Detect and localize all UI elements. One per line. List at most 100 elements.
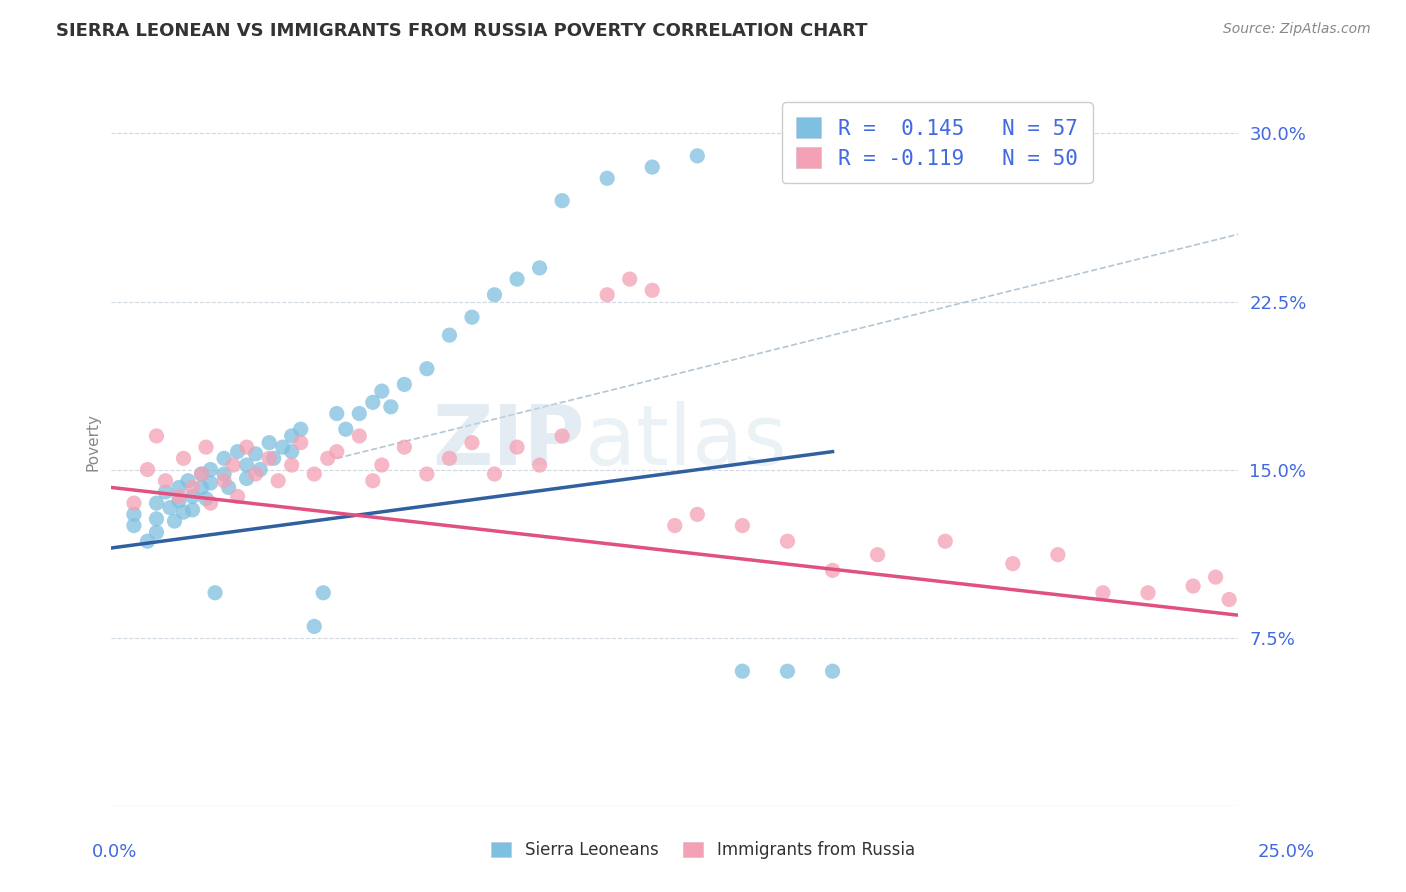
Point bbox=[235, 471, 257, 485]
Point bbox=[122, 508, 145, 522]
Point bbox=[122, 496, 145, 510]
Legend: Sierra Leoneans, Immigrants from Russia: Sierra Leoneans, Immigrants from Russia bbox=[485, 835, 921, 866]
Point bbox=[641, 160, 664, 174]
Point bbox=[1182, 579, 1205, 593]
Point bbox=[271, 440, 294, 454]
Point bbox=[177, 474, 200, 488]
Point bbox=[200, 475, 222, 490]
Point bbox=[267, 474, 290, 488]
Point bbox=[335, 422, 357, 436]
Point bbox=[506, 440, 529, 454]
Point bbox=[235, 458, 257, 472]
Point bbox=[257, 435, 280, 450]
Point bbox=[245, 467, 267, 481]
Point bbox=[190, 467, 212, 481]
Point bbox=[461, 310, 484, 325]
Text: 25.0%: 25.0% bbox=[1257, 843, 1315, 861]
Point bbox=[461, 435, 484, 450]
Point bbox=[136, 462, 159, 476]
Point bbox=[181, 503, 204, 517]
Point bbox=[181, 490, 204, 504]
Text: atlas: atlas bbox=[585, 401, 786, 482]
Point bbox=[439, 451, 461, 466]
Point bbox=[529, 458, 551, 472]
Point bbox=[619, 272, 641, 286]
Point bbox=[226, 444, 249, 458]
Point bbox=[280, 444, 302, 458]
Point bbox=[484, 287, 506, 301]
Point bbox=[596, 287, 619, 301]
Point bbox=[257, 451, 280, 466]
Point bbox=[821, 664, 844, 678]
Point bbox=[349, 429, 371, 443]
Point bbox=[302, 467, 325, 481]
Point bbox=[155, 474, 177, 488]
Point bbox=[173, 505, 195, 519]
Point bbox=[302, 619, 325, 633]
Legend: R =  0.145   N = 57, R = -0.119   N = 50: R = 0.145 N = 57, R = -0.119 N = 50 bbox=[782, 103, 1092, 184]
Point bbox=[249, 462, 271, 476]
Point bbox=[200, 496, 222, 510]
Point bbox=[173, 451, 195, 466]
Point bbox=[394, 377, 416, 392]
Point bbox=[439, 328, 461, 343]
Point bbox=[245, 447, 267, 461]
Point bbox=[212, 474, 235, 488]
Point bbox=[686, 149, 709, 163]
Point bbox=[145, 496, 167, 510]
Point bbox=[664, 518, 686, 533]
Point bbox=[506, 272, 529, 286]
Point bbox=[235, 440, 257, 454]
Text: ZIP: ZIP bbox=[432, 401, 585, 482]
Point bbox=[290, 422, 312, 436]
Point bbox=[731, 664, 754, 678]
Point bbox=[551, 429, 574, 443]
Point bbox=[167, 480, 190, 494]
Point bbox=[551, 194, 574, 208]
Point bbox=[361, 474, 384, 488]
Point bbox=[312, 586, 335, 600]
Point bbox=[349, 407, 371, 421]
Point bbox=[1046, 548, 1069, 562]
Point bbox=[1218, 592, 1240, 607]
Point bbox=[731, 518, 754, 533]
Point bbox=[195, 491, 218, 506]
Point bbox=[326, 407, 349, 421]
Text: 0.0%: 0.0% bbox=[91, 843, 136, 861]
Point bbox=[122, 518, 145, 533]
Point bbox=[145, 525, 167, 540]
Point bbox=[145, 429, 167, 443]
Point bbox=[218, 480, 240, 494]
Point bbox=[212, 467, 235, 481]
Point bbox=[195, 440, 218, 454]
Point bbox=[380, 400, 402, 414]
Point bbox=[167, 490, 190, 504]
Point bbox=[181, 480, 204, 494]
Point bbox=[212, 451, 235, 466]
Point bbox=[226, 490, 249, 504]
Point bbox=[1001, 557, 1024, 571]
Y-axis label: Poverty: Poverty bbox=[86, 412, 100, 471]
Point bbox=[416, 467, 439, 481]
Point bbox=[641, 283, 664, 297]
Point bbox=[484, 467, 506, 481]
Point bbox=[145, 512, 167, 526]
Point bbox=[934, 534, 956, 549]
Point bbox=[280, 429, 302, 443]
Point bbox=[163, 514, 186, 528]
Point bbox=[167, 494, 190, 508]
Point bbox=[222, 458, 245, 472]
Point bbox=[280, 458, 302, 472]
Point bbox=[1091, 586, 1114, 600]
Point bbox=[1205, 570, 1227, 584]
Text: SIERRA LEONEAN VS IMMIGRANTS FROM RUSSIA POVERTY CORRELATION CHART: SIERRA LEONEAN VS IMMIGRANTS FROM RUSSIA… bbox=[56, 22, 868, 40]
Point bbox=[596, 171, 619, 186]
Point bbox=[290, 435, 312, 450]
Point bbox=[326, 444, 349, 458]
Point bbox=[686, 508, 709, 522]
Point bbox=[200, 462, 222, 476]
Point bbox=[1137, 586, 1160, 600]
Point bbox=[159, 500, 181, 515]
Point bbox=[204, 586, 226, 600]
Point bbox=[371, 458, 394, 472]
